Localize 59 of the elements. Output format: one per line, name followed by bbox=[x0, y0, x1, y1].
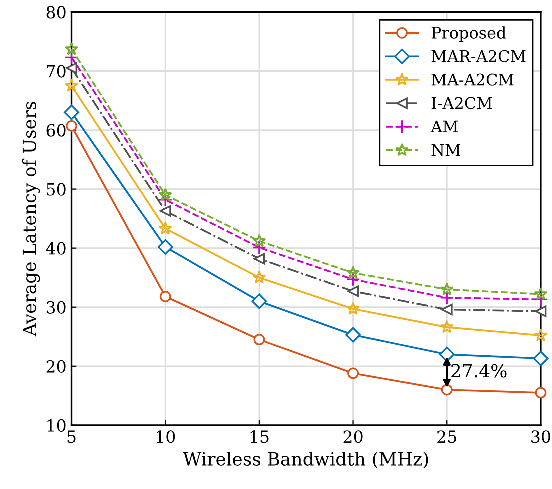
x-tick-label: 15 bbox=[250, 430, 269, 444]
point bbox=[254, 334, 266, 346]
point bbox=[252, 234, 266, 248]
point bbox=[534, 292, 548, 307]
point bbox=[440, 282, 454, 296]
point bbox=[158, 222, 172, 235]
point bbox=[252, 294, 268, 310]
y-tick-label: 70 bbox=[47, 65, 66, 78]
x-tick-label: 30 bbox=[532, 430, 550, 444]
y-tick-label: 80 bbox=[46, 6, 66, 19]
point bbox=[441, 304, 453, 316]
point bbox=[160, 205, 172, 217]
point bbox=[66, 120, 78, 132]
legend-label: AM bbox=[430, 120, 458, 133]
x-axis-title: Wireless Bandwidth (MHz) bbox=[183, 452, 428, 469]
point bbox=[64, 78, 79, 92]
point bbox=[348, 286, 359, 298]
annotation: 27.4% bbox=[452, 364, 507, 378]
y-tick-label: 60 bbox=[46, 124, 66, 137]
point bbox=[441, 384, 453, 396]
point bbox=[533, 351, 549, 366]
y-tick-label: 20 bbox=[46, 360, 66, 373]
point bbox=[534, 328, 548, 342]
point bbox=[346, 272, 360, 287]
point bbox=[252, 270, 266, 284]
y-tick-label: 40 bbox=[46, 242, 66, 255]
point bbox=[346, 327, 361, 343]
x-tick-label: 5 bbox=[68, 430, 76, 444]
point bbox=[440, 320, 454, 334]
point bbox=[535, 306, 547, 318]
point bbox=[66, 62, 78, 74]
point bbox=[534, 287, 548, 300]
point bbox=[158, 188, 172, 202]
point bbox=[158, 239, 174, 255]
point bbox=[346, 302, 360, 316]
legend-label: MAR-A2CM bbox=[432, 50, 526, 62]
legend-label: NM bbox=[432, 144, 461, 156]
point bbox=[254, 253, 266, 265]
y-axis-title: Average Latency of Users bbox=[22, 102, 40, 337]
legend-label: Proposed bbox=[432, 26, 506, 42]
y-tick-label: 50 bbox=[47, 183, 66, 196]
y-tick-label: 10 bbox=[48, 419, 66, 432]
legend-label: MA-A2CM bbox=[432, 74, 514, 86]
point bbox=[64, 50, 79, 65]
point bbox=[64, 42, 79, 56]
x-tick-label: 10 bbox=[157, 430, 176, 444]
point bbox=[348, 368, 359, 380]
point bbox=[440, 290, 454, 306]
legend-label: I-A2CM bbox=[432, 97, 492, 110]
x-tick-label: 25 bbox=[438, 430, 456, 444]
point bbox=[160, 291, 172, 302]
point bbox=[158, 192, 173, 208]
y-tick-label: 30 bbox=[46, 301, 66, 314]
point bbox=[535, 387, 547, 399]
x-tick-label: 20 bbox=[344, 430, 363, 444]
point bbox=[64, 104, 80, 120]
point bbox=[346, 266, 360, 280]
point bbox=[252, 240, 267, 255]
point bbox=[439, 346, 455, 362]
